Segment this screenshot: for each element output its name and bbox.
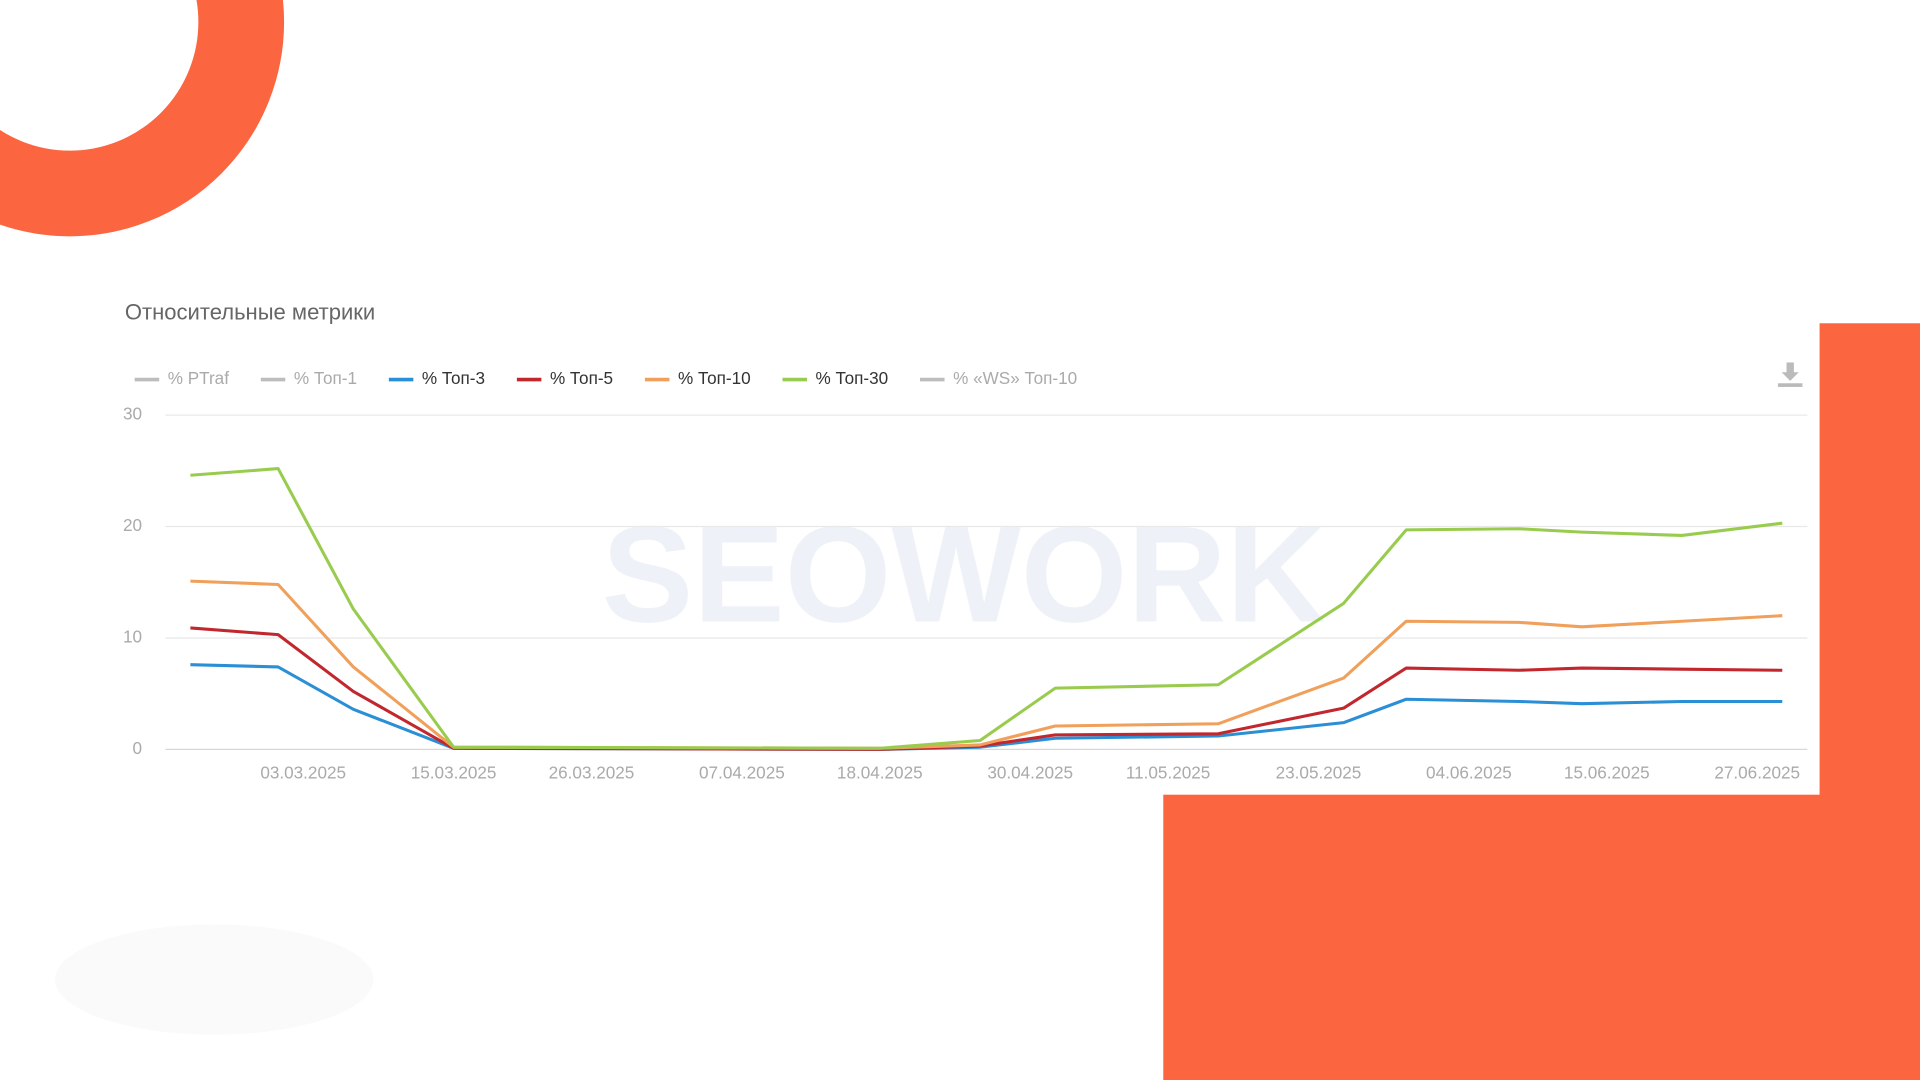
series-line: [190, 467, 1783, 750]
series-line: [190, 663, 1783, 751]
x-tick-label: 18.04.2025: [837, 762, 923, 782]
decor-shadow: [55, 924, 374, 1035]
x-tick-label: 03.03.2025: [260, 762, 346, 782]
y-tick-label: 30: [123, 404, 142, 424]
legend-label[interactable]: % «WS» Топ-10: [953, 368, 1077, 388]
download-button[interactable]: [1777, 362, 1803, 387]
download-icon[interactable]: [1777, 383, 1803, 387]
series-line: [190, 579, 1783, 750]
decor-ring: [0, 0, 285, 237]
legend-label[interactable]: % Топ-5: [550, 368, 613, 388]
legend-label[interactable]: % Топ-10: [678, 368, 751, 388]
y-tick-label: 10: [123, 626, 142, 646]
y-tick-label: 0: [133, 738, 143, 758]
x-tick-label: 23.05.2025: [1276, 762, 1362, 782]
x-tick-label: 15.06.2025: [1564, 762, 1650, 782]
chart-title: Относительные метрики: [125, 299, 375, 324]
legend-label[interactable]: % PTraf: [168, 368, 229, 388]
x-tick-label: 15.03.2025: [411, 762, 497, 782]
x-tick-label: 04.06.2025: [1426, 762, 1512, 782]
watermark: SEOWORK: [602, 499, 1326, 652]
x-tick-label: 26.03.2025: [549, 762, 635, 782]
series-line: [190, 626, 1783, 751]
download-icon[interactable]: [1781, 372, 1799, 381]
legend-label[interactable]: % Топ-30: [816, 368, 889, 388]
legend-label[interactable]: % Топ-1: [294, 368, 357, 388]
decor-block: [1163, 794, 1920, 1080]
x-tick-label: 27.06.2025: [1714, 762, 1800, 782]
legend-label[interactable]: % Топ-3: [422, 368, 485, 388]
x-tick-label: 11.05.2025: [1126, 762, 1210, 782]
download-icon[interactable]: [1786, 362, 1794, 374]
x-tick-label: 30.04.2025: [987, 762, 1073, 782]
x-tick-label: 07.04.2025: [699, 762, 785, 782]
y-tick-label: 20: [123, 515, 142, 535]
